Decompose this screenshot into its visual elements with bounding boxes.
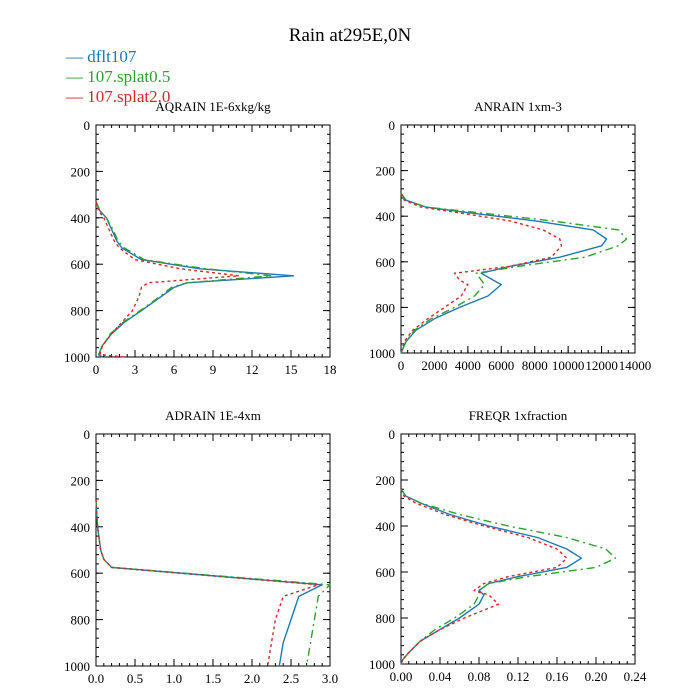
panel-4-y-tick-label: 1000 [369,657,395,672]
panel-4-y-tick-label: 200 [376,473,396,488]
subplot-panels: AQRAIN 1E-6xkg/kg 0 3 6 9 12 15 18 0 200 400 600 800… [64,99,651,686]
panel-4-x-tick-label: 0.16 [546,669,569,684]
panel-1-series-dflt107 [95,201,295,358]
legend-entry-107-splat2-0: — 107.splat2.0 [65,87,170,106]
figure-title: Rain at295E,0N [289,25,412,46]
panel-1-title: AQRAIN 1E-6xkg/kg [155,99,271,114]
panel-4-freqr: FREQR 1xfraction 0.00 0.04 0.08 0.12 0.16 0.20… [369,408,647,684]
panel-2-x-tick-label: 14000 [619,358,652,373]
panel-2-series-107-splat2-0 [400,193,563,354]
panel-2-frame [400,124,636,354]
panel-4-y-tick-label: 0 [389,427,396,442]
panel-3-series-107-splat0-5 [95,498,331,667]
panel-3-y-tick-label: 600 [71,566,91,581]
panel-1-y-tick-label: 600 [71,257,91,272]
panel-2-series-dflt107 [400,192,608,354]
panel-2-y-tick-label: 200 [376,164,396,179]
panel-4-y-tick-label: 800 [376,611,396,626]
panel-2-y-tick-label: 1000 [369,346,395,361]
panel-1-series-107-splat2-0 [95,201,240,358]
panel-4-x-tick-label: 0.24 [624,669,647,684]
panel-4-series-107-splat0-5 [400,488,617,665]
panel-2-x-tick-label: 6000 [488,358,514,373]
panel-1-y-tick-label: 1000 [64,350,90,365]
panel-1-y-tick-label: 800 [71,304,91,319]
panel-3-x-tick-label: 0.5 [127,671,143,686]
panel-2-x-tick-label: 10000 [552,358,585,373]
legend-entry-107-splat2-0-label: — 107.splat2.0 [65,87,170,106]
panel-4-y-tick-label: 600 [376,565,396,580]
legend-entry-dflt107-label: — dflt107 [65,47,137,66]
panel-1-series-107-splat0-5 [95,201,273,358]
panel-1-aqrain: AQRAIN 1E-6xkg/kg 0 3 6 9 12 15 18 0 200 400 600 800… [64,99,337,377]
panel-4-x-tick-label: 0.20 [585,669,608,684]
panel-3-x-tick-label: 3.0 [322,671,338,686]
panel-3-y-tick-label: 800 [71,613,91,628]
panel-4-frame [400,433,636,665]
panel-3-y-tick-label: 1000 [64,659,90,674]
panel-2-x-tick-label: 12000 [585,358,618,373]
panel-4-x-tick-label: 0.08 [468,669,491,684]
panel-2-x-tick-label: 0 [398,358,405,373]
panel-2-x-tick-label: 2000 [421,358,447,373]
panel-3-x-tick-label: 1.0 [166,671,182,686]
panel-3-title: ADRAIN 1E-4xm [165,408,261,423]
panel-3-y-tick-label: 200 [71,473,91,488]
panel-1-y-tick-label: 200 [71,164,91,179]
panel-3-series-107-splat2-0 [95,498,319,667]
panel-3-x-tick-label: 0.0 [88,671,104,686]
panel-3-x-tick-label: 1.5 [205,671,221,686]
panel-3-frame [95,433,331,667]
panel-2-y-tick-label: 400 [376,209,396,224]
panel-4-x-tick-label: 0.12 [507,669,530,684]
panel-2-y-tick-label: 0 [389,118,396,133]
panel-3-series-dflt107 [95,498,323,667]
panel-3-adrain: ADRAIN 1E-4xm 0.0 0.5 1.0 1.5 2.0 2.5 3.0 0 200 40… [64,408,338,686]
legend: — dflt107 — 107.splat0.5 — 107.splat2.0 [65,47,170,106]
panel-1-x-tick-label: 6 [171,362,178,377]
legend-entry-dflt107: — dflt107 [65,47,137,66]
panel-2-x-tick-label: 8000 [522,358,548,373]
panel-3-y-tick-label: 0 [84,427,91,442]
panel-2-anrain: ANRAIN 1xm-30 2000 4000 6000 8000 10000 12000 1… [369,99,651,373]
panel-4-x-tick-label: 0.00 [390,669,413,684]
panel-1-frame [95,124,331,358]
legend-entry-107-splat0-5-label: — 107.splat0.5 [65,67,170,86]
panel-2-y-tick-label: 600 [376,255,396,270]
panel-2-y-tick-label: 800 [376,300,396,315]
panel-1-x-tick-label: 12 [246,362,259,377]
panel-4-x-tick-label: 0.04 [429,669,452,684]
panel-1-x-tick-label: 15 [285,362,298,377]
panel-2-series-107-splat0-5 [400,192,628,354]
panel-4-title: FREQR 1xfraction [469,408,568,423]
panel-4-series-107-splat2-0 [400,488,568,665]
legend-entry-107-splat0-5: — 107.splat0.5 [65,67,170,86]
panel-4-y-tick-label: 400 [376,519,396,534]
panel-1-x-tick-label: 0 [93,362,100,377]
panel-1-x-tick-label: 9 [210,362,217,377]
panel-3-x-tick-label: 2.5 [283,671,299,686]
panel-1-x-tick-label: 3 [132,362,139,377]
panel-1-y-tick-label: 400 [71,211,91,226]
panel-1-x-tick-label: 18 [324,362,337,377]
panel-4-series-dflt107 [400,488,583,665]
panel-2-x-tick-label: 4000 [455,358,481,373]
panel-1-y-tick-label: 0 [84,118,91,133]
panel-2-title: ANRAIN 1xm-3 [474,99,562,114]
panel-3-x-tick-label: 2.0 [244,671,260,686]
panel-3-y-tick-label: 400 [71,520,91,535]
